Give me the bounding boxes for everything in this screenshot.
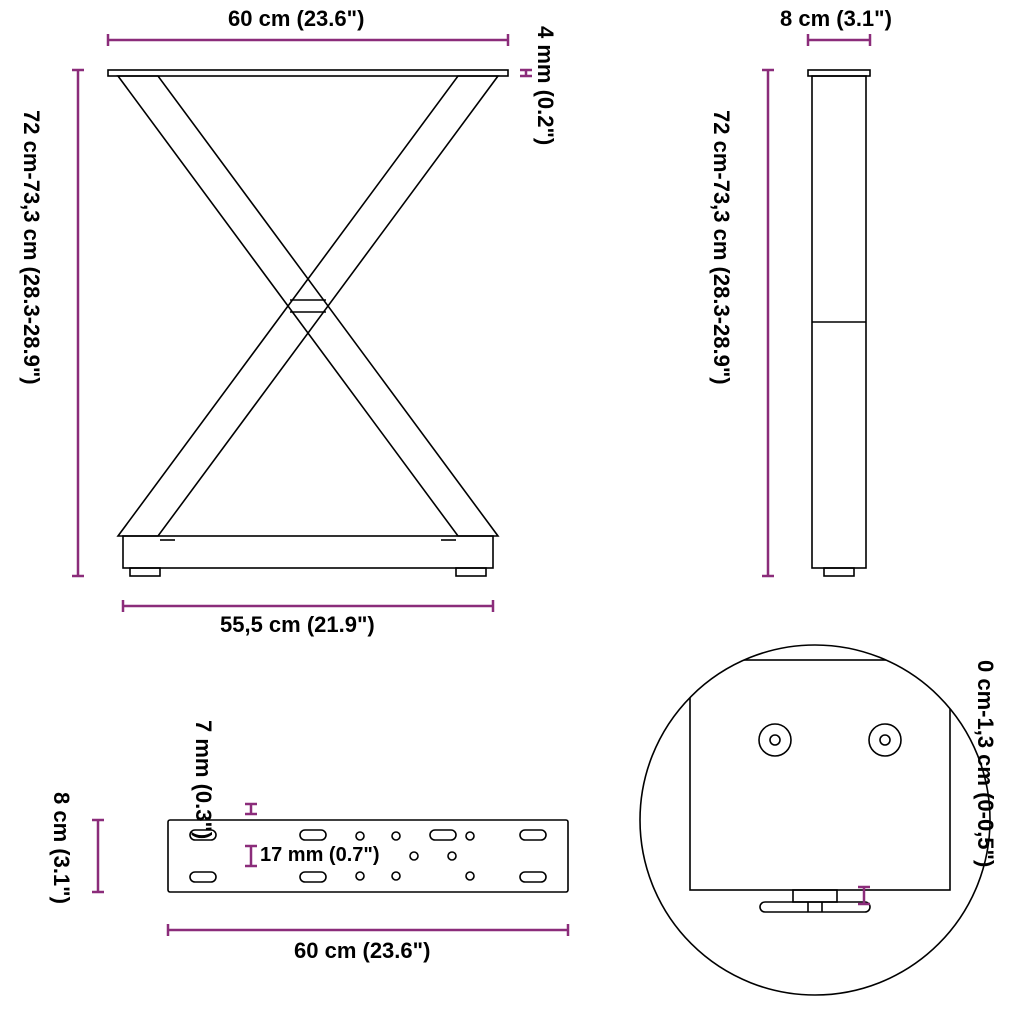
detail-foot-diagram (0, 0, 1024, 1024)
label-foot-adjust: 0 cm-1,3 cm (0-0,5") (972, 660, 998, 867)
